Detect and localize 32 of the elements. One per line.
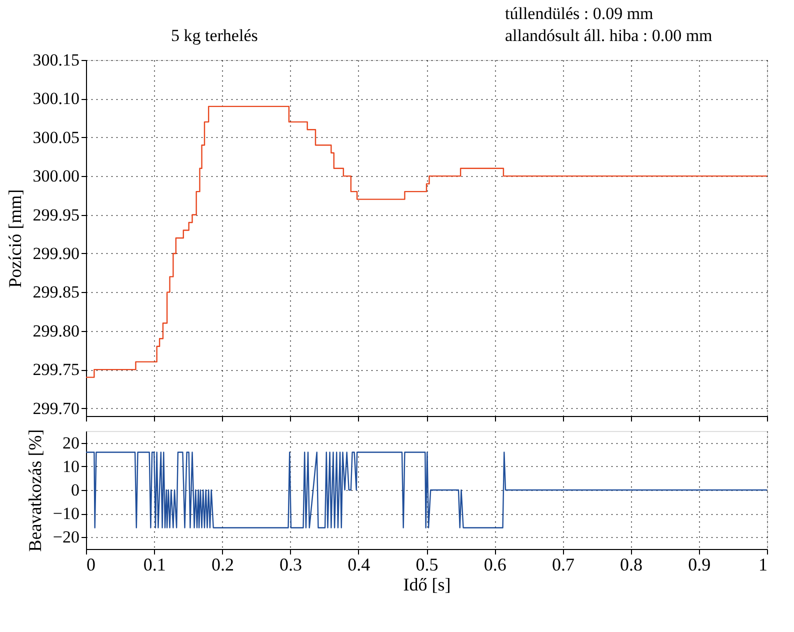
y-tick-label: 299.70 [32, 398, 80, 418]
x-tick-label: 0.9 [688, 554, 711, 574]
y-tick-label: 300.05 [32, 128, 80, 147]
x-tick-label: 0.5 [416, 554, 438, 574]
y-tick-label: 300.10 [32, 89, 80, 108]
y-tick-label: 299.90 [32, 244, 80, 263]
chart-title: 5 kg terhelés [171, 26, 258, 45]
x-tick-label: 0.2 [211, 554, 234, 574]
x-tick-label: 0.8 [620, 554, 643, 574]
x-axis-title: Idő [s] [403, 574, 451, 594]
y-tick-label: 299.95 [32, 205, 80, 224]
y-tick-label: 20 [62, 433, 80, 452]
x-tick-label: 1 [758, 554, 768, 574]
y-tick-label: 300.00 [32, 166, 80, 186]
x-tick-label: 0.6 [484, 554, 506, 574]
y-tick-label: 299.80 [32, 321, 80, 340]
x-tick-label: 0.7 [552, 554, 574, 574]
y-axis-title: Pozíció [mm] [4, 189, 25, 288]
y-axis-title: Beavatkozás [%] [24, 429, 45, 552]
x-tick-label: 0.3 [280, 554, 302, 574]
y-tick-label: 299.75 [32, 360, 80, 380]
y-tick-label: −20 [52, 528, 80, 547]
y-tick-label: 10 [62, 456, 80, 476]
x-tick-label: 0.4 [348, 554, 370, 574]
y-tick-label: 300.15 [32, 50, 80, 70]
y-tick-label: 0 [71, 480, 80, 500]
x-tick-label: 0 [86, 554, 96, 574]
text: túllendülés : 0.09 mm [505, 4, 654, 23]
y-tick-label: −10 [52, 504, 80, 524]
x-tick-label: 0.1 [143, 554, 166, 574]
y-tick-label: 299.85 [32, 282, 80, 302]
text: allandósult áll. hiba : 0.00 mm [505, 26, 712, 45]
